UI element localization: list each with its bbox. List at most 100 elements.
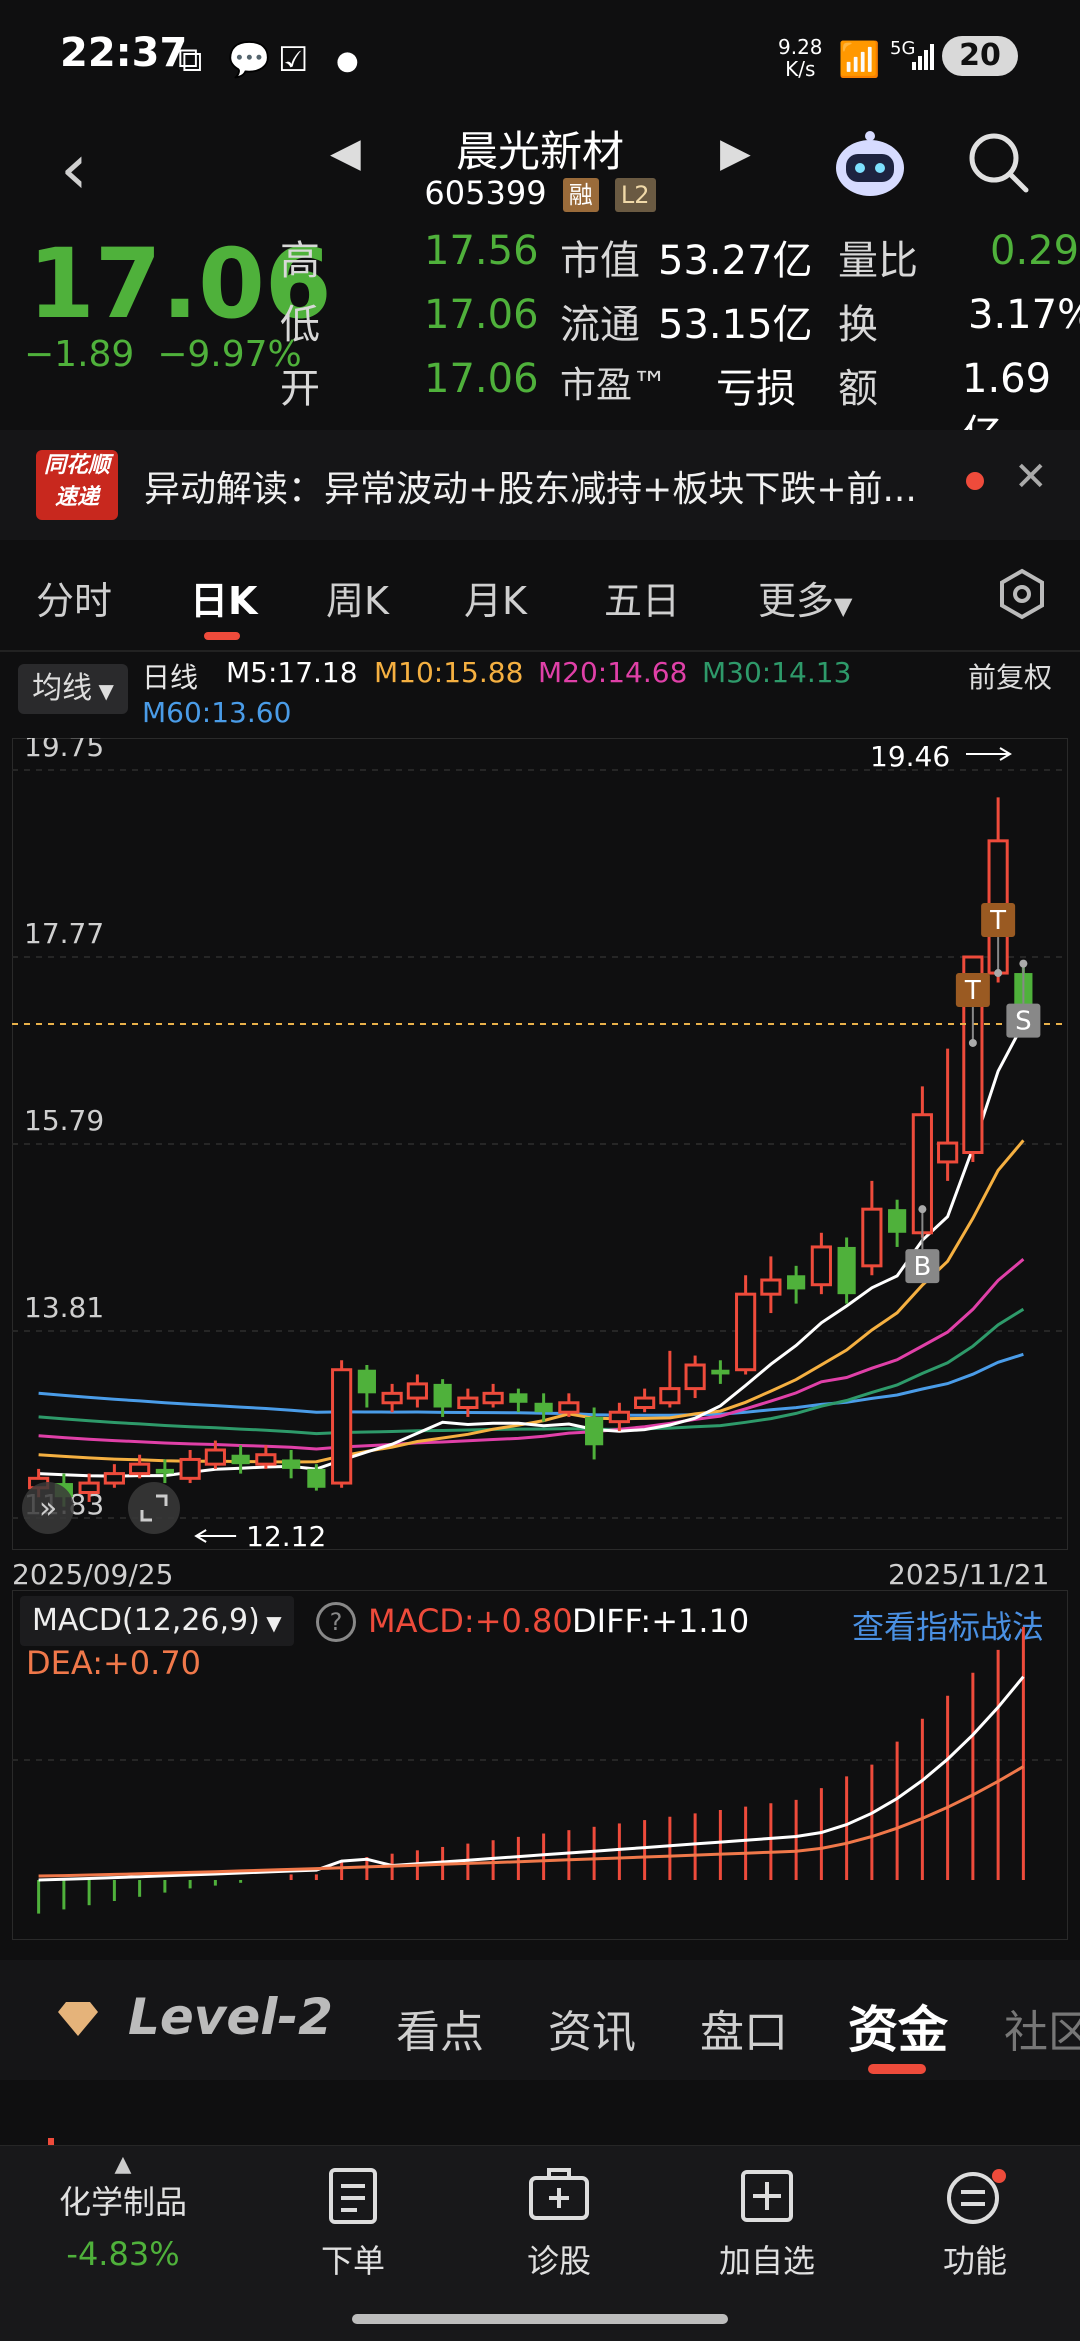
strategy-link[interactable]: 查看指标战法 [852,1608,1045,1646]
tab-five-day[interactable]: 五日 [604,579,681,623]
task-icon: ☑ [278,40,309,80]
price-change: −1.89 −9.97% [24,334,302,375]
volume-ratio-value: 0.29 [990,228,1080,274]
y-tick-label: 19.75 [24,738,104,763]
chevron-up-icon: ▲ [114,2152,132,2177]
y-tick-label: 13.81 [24,1291,104,1324]
y-tick-label: 15.79 [24,1104,104,1137]
macd-chart[interactable] [12,1590,1068,1940]
info-tabs: Level-2 看点 资讯 盘口 资金 社区 [0,1960,1080,2080]
marker-dot [918,1205,927,1214]
section-marker [48,2138,54,2145]
candle-body [585,1416,604,1446]
functions-button[interactable]: 功能 [900,2166,1050,2282]
candle-body [558,1401,580,1414]
tab-weekly-k[interactable]: 周K [326,579,389,623]
amount-label: 额 [838,366,878,412]
sector-info[interactable]: ▲ 化学制品 -4.83% [48,2152,198,2273]
marker-dot [1019,959,1028,968]
chevron-down-icon: ▼ [259,1611,282,1635]
macd-frame [12,1590,1068,1940]
pe-value: 亏损 [716,366,796,412]
mktcap-label: 市值 [560,238,640,284]
low-value: 17.06 [424,292,539,338]
news-ticker[interactable]: 同花顺 速递 异动解读：异常波动+股东减持+板块下跌+前... ✕ [0,430,1080,540]
y-tick-label: 17.77 [24,917,104,950]
settings-icon[interactable] [996,568,1048,620]
tab-daily-k[interactable]: 日K [190,579,258,623]
functions-label: 功能 [942,2242,1007,2280]
ma5-value: M5:17.18 [226,656,358,689]
tab-news[interactable]: 资讯 [548,2007,636,2058]
order-button[interactable]: 下单 [278,2166,428,2282]
candle-body [810,1245,832,1287]
diagnose-button[interactable]: 诊股 [484,2166,634,2282]
tab-level2[interactable]: Level-2 [128,1988,333,2046]
macd-selector[interactable]: MACD(12,26,9) ▼ [20,1596,294,1646]
ma5-line [38,1022,1025,1478]
tab-funds[interactable]: 资金 [848,2001,948,2059]
home-indicator [352,2314,728,2324]
period-label: 日线 [142,661,199,694]
search-icon[interactable] [966,130,1030,194]
add-watchlist-button[interactable]: 加自选 [692,2166,842,2282]
net-speed-unit: K/s [785,57,816,81]
close-icon[interactable]: ✕ [1014,454,1048,500]
candle-body [381,1391,403,1405]
indicator-selector[interactable]: 均线 ▼ [18,664,128,714]
candle-body [457,1396,479,1409]
trade-marker-label: T [989,906,1006,936]
news-logo: 同花顺 速递 [36,450,118,520]
ma20-value: M20:14.68 [538,656,688,689]
high-label: 高 [280,238,320,284]
candle-body [787,1275,806,1290]
fullscreen-corner [140,1510,152,1522]
turnover-value: 3.17% [968,292,1080,338]
status-bar: 22:37 ⧉ 💬 ☑ ● 9.28 K/s 📶 5G 20 [0,0,1080,118]
float-value: 53.15亿 [658,302,813,348]
tab-intraday[interactable]: 分时 [36,579,113,623]
candle-body [837,1246,856,1295]
ma30-line [38,1307,1025,1436]
diamond-icon [56,1998,100,2038]
candle-body [255,1453,277,1466]
next-stock-button[interactable]: ▶ [720,130,751,176]
ma10-line [38,1139,1025,1464]
adjust-mode[interactable]: 前复权 [968,661,1053,694]
indicator-selector-label: 均线 [32,671,93,706]
trade-marker [905,1249,940,1284]
screenshot-icon: ⧉ [178,40,203,80]
prev-stock-button[interactable]: ◀ [330,130,361,176]
diff-line [38,1675,1025,1882]
candle-body [307,1468,326,1488]
trade-marker-label: T [964,976,981,1006]
back-button[interactable]: ‹ [60,128,88,210]
dot-icon: ● [336,46,359,76]
change-amount: −1.89 [24,334,135,375]
network-type: 5G [890,38,916,59]
help-icon[interactable]: ? [316,1602,356,1642]
candle-body [357,1369,376,1394]
open-value: 17.06 [424,356,539,402]
tab-highlights[interactable]: 看点 [396,2007,484,2058]
tab-orderbook[interactable]: 盘口 [700,2007,788,2058]
chevron-down-icon: ▼ [92,679,114,703]
candle-body [282,1459,301,1469]
tab-more-label: 更多 [758,579,835,623]
pe-label: 市盈™ [560,365,669,406]
tab-community[interactable]: 社区 [1004,2007,1080,2058]
current-price: 17.06 [28,228,332,340]
marker-dot [994,969,1003,978]
sector-change: -4.83% [66,2235,180,2273]
candle-body [534,1402,553,1413]
candle-body [129,1462,151,1476]
tab-monthly-k[interactable]: 月K [464,579,527,623]
divider [0,650,1080,652]
turnover-label: 换 [838,302,878,348]
candle-body [509,1393,528,1403]
tab-more[interactable]: 更多▼ [758,570,852,625]
min-arrow-head [194,1529,207,1543]
news-logo-bottom: 速递 [54,485,99,510]
robot-assistant-icon[interactable] [832,126,908,202]
